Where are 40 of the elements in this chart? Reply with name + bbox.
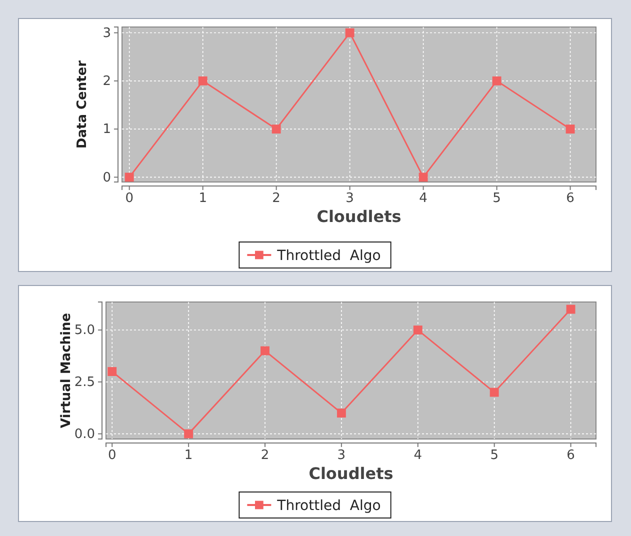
point (492, 76, 502, 86)
x-tick-label: 3 (337, 448, 346, 464)
x-tick-label: 2 (260, 448, 270, 464)
x-axis-title: Cloudlets (308, 464, 394, 483)
y-tick-label: 2.5 (74, 375, 95, 390)
y-tick-label: 3 (102, 26, 111, 41)
y-axis-title: Virtual Machine (59, 312, 74, 428)
x-axis-title: Cloudlets (316, 207, 402, 226)
x-tick-label: 5 (492, 191, 501, 206)
x-tick-label: 6 (566, 448, 575, 464)
point (272, 124, 281, 134)
point (566, 124, 575, 134)
point (198, 76, 208, 86)
legend-label: Throttled Algo (276, 498, 381, 514)
y-tick-label: 0 (102, 170, 111, 186)
point (490, 388, 499, 397)
y-tick-label: 5.0 (74, 323, 95, 338)
x-tick-label: 3 (346, 191, 354, 206)
x-tick-label: 2 (272, 191, 280, 206)
x-tick-label: 4 (419, 191, 428, 206)
y-tick-label: 1 (102, 122, 111, 138)
point (124, 172, 134, 182)
x-tick-label: 6 (566, 191, 574, 206)
point (345, 28, 354, 38)
y-tick-label: 2 (102, 74, 111, 90)
x-tick-label: 1 (184, 448, 193, 464)
y-tick-label: 0.0 (74, 426, 95, 442)
point (184, 429, 194, 438)
point (566, 304, 576, 314)
point (108, 367, 117, 376)
y-axis-title: Data Center (75, 60, 90, 149)
x-tick-label: 5 (490, 448, 498, 464)
point (413, 326, 422, 334)
point (260, 346, 270, 356)
point (418, 172, 428, 182)
legend-label: Throttled Algo (276, 248, 381, 264)
x-tick-label: 4 (414, 448, 422, 464)
x-tick-label: 1 (198, 191, 207, 206)
point (336, 408, 346, 418)
x-tick-label: 0 (125, 191, 134, 206)
